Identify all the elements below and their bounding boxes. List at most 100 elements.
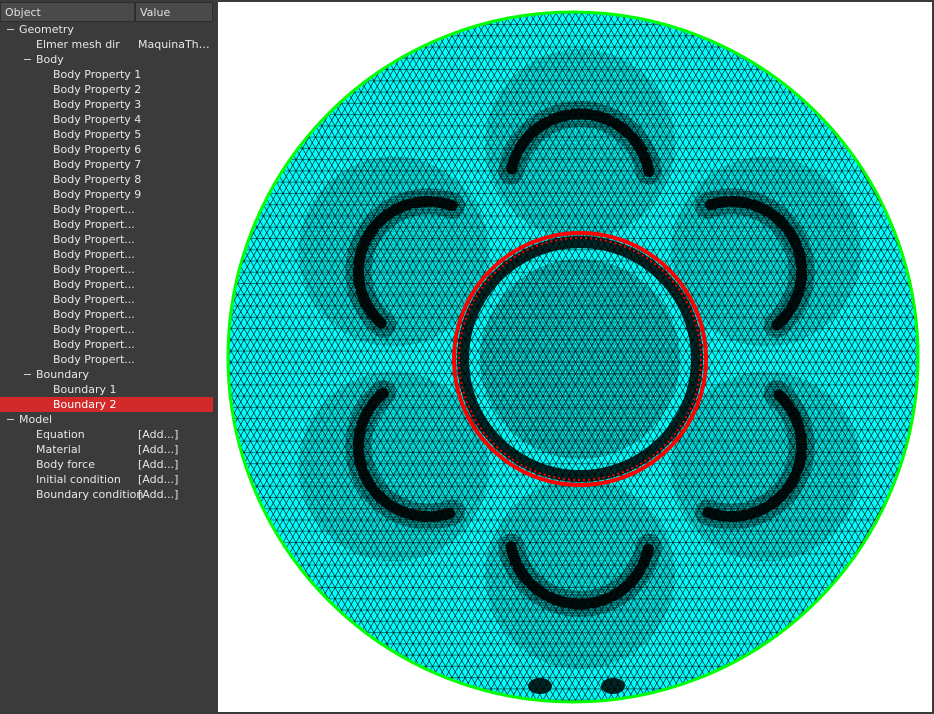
collapse-icon[interactable] — [7, 416, 14, 423]
slot-arc — [702, 387, 808, 522]
stator-slots — [345, 100, 815, 618]
slot-arc — [505, 541, 655, 610]
value-column-header[interactable]: Value — [135, 2, 213, 22]
inner-core-mesh — [480, 259, 680, 459]
tree-item-label: Body Property 9 — [53, 188, 142, 201]
tree-item-model-entry[interactable]: Body force [Add...] — [0, 457, 216, 472]
tree-item-body-property[interactable]: Body Propert... — [0, 217, 216, 232]
tree-item-label: Body Propert... — [53, 263, 135, 276]
refinement-zone — [485, 49, 675, 239]
tree-item-body-property[interactable]: Body Property 1 — [0, 67, 216, 82]
tree-item-body-property[interactable]: Body Property 7 — [0, 157, 216, 172]
mesh-canvas[interactable] — [218, 2, 932, 712]
boundary-list: Boundary 1 Boundary 2 — [0, 382, 216, 412]
tree-item-label: Body Propert... — [53, 233, 135, 246]
tree-item-body-property[interactable]: Body Propert... — [0, 202, 216, 217]
tree-item-label: Boundary 2 — [53, 398, 117, 411]
tree-item-mesh-dir[interactable]: Elmer mesh dir MaquinaTha... — [0, 37, 216, 52]
tree-item-value[interactable]: [Add...] — [138, 473, 179, 486]
collapse-icon[interactable] — [24, 56, 31, 63]
tree-item-body-property[interactable]: Body Propert... — [0, 232, 216, 247]
tree-header: Object Value — [0, 2, 213, 22]
collapse-icon[interactable] — [7, 26, 14, 33]
tree-item-label: Boundary — [36, 368, 89, 381]
tree-item-body[interactable]: Body — [0, 52, 216, 67]
tree-item-label: Body — [36, 53, 64, 66]
tree-item-body-property[interactable]: Body Property 9 — [0, 187, 216, 202]
tree-item-body-property[interactable]: Body Propert... — [0, 262, 216, 277]
tree-item-body-property[interactable]: Body Property 2 — [0, 82, 216, 97]
tree-item-label: Body Property 3 — [53, 98, 142, 111]
tree-item-model-entry[interactable]: Material [Add...] — [0, 442, 216, 457]
tree-item-label: Body Property 8 — [53, 173, 142, 186]
tree-item-label: Initial condition — [36, 473, 121, 486]
tree-item-body-property[interactable]: Body Propert... — [0, 352, 216, 367]
tree-item-boundary-1[interactable]: Boundary 1 — [0, 382, 216, 397]
tree-item-label: Body Property 1 — [53, 68, 142, 81]
slot-arc — [352, 196, 458, 331]
dense-mesh-spot — [528, 678, 552, 694]
tree-item-body-property[interactable]: Body Property 5 — [0, 127, 216, 142]
tree-item-body-property[interactable]: Body Property 8 — [0, 172, 216, 187]
tree-item-model[interactable]: Model — [0, 412, 216, 427]
tree-item-value[interactable]: MaquinaTha... — [138, 38, 212, 51]
tree-item-body-property[interactable]: Body Propert... — [0, 247, 216, 262]
tree-item-body-property[interactable]: Body Propert... — [0, 322, 216, 337]
tree-item-model-entry[interactable]: Initial condition [Add...] — [0, 472, 216, 487]
tree-item-label: Material — [36, 443, 81, 456]
slot-arc — [505, 108, 655, 177]
tree-item-label: Body Propert... — [53, 338, 135, 351]
tree-item-label: Body Propert... — [53, 218, 135, 231]
refinement-zone — [485, 479, 675, 669]
mesh-viewport[interactable] — [218, 2, 932, 712]
bottom-refinement-marks — [528, 678, 625, 694]
tree-item-value[interactable]: [Add...] — [138, 458, 179, 471]
tree-item-boundary[interactable]: Boundary — [0, 367, 216, 382]
boundary-2-outline[interactable] — [452, 231, 708, 487]
tree-item-label: Elmer mesh dir — [36, 38, 120, 51]
tree-item-label: Body Propert... — [53, 353, 135, 366]
tree-item-model-entry[interactable]: Equation [Add...] — [0, 427, 216, 442]
tree-item-label: Body force — [36, 458, 95, 471]
tree-item-label: Model — [19, 413, 53, 426]
tree-item-label: Body Property 6 — [53, 143, 142, 156]
slot-arc — [352, 387, 458, 522]
tree-item-value[interactable]: [Add...] — [138, 488, 179, 501]
object-column-header[interactable]: Object — [0, 2, 135, 22]
tree-item-label: Body Propert... — [53, 308, 135, 321]
tree-item-body-property[interactable]: Body Property 3 — [0, 97, 216, 112]
tree-item-label: Body Property 4 — [53, 113, 142, 126]
tree-item-label: Body Property 7 — [53, 158, 142, 171]
tree-item-model-entry[interactable]: Boundary condition [Add...] — [0, 487, 216, 502]
tree-item-label: Body Propert... — [53, 203, 135, 216]
tree-item-label: Body Propert... — [53, 293, 135, 306]
tree-item-label: Equation — [36, 428, 85, 441]
tree-item-label: Body Property 2 — [53, 83, 142, 96]
tree-item-label: Boundary 1 — [53, 383, 117, 396]
tree-item-body-property[interactable]: Body Property 6 — [0, 142, 216, 157]
tree-item-geometry[interactable]: Geometry — [0, 22, 216, 37]
tree-item-label: Body Propert... — [53, 278, 135, 291]
tree-item-body-property[interactable]: Body Propert... — [0, 307, 216, 322]
tree-item-body-property[interactable]: Body Property 4 — [0, 112, 216, 127]
tree-item-boundary-2[interactable]: Boundary 2 — [0, 397, 213, 412]
collapse-icon[interactable] — [24, 371, 31, 378]
tree-item-label: Body Property 5 — [53, 128, 142, 141]
boundary-2-inner-edge — [458, 237, 702, 481]
body-property-list: Body Property 1 Body Property 2 Body Prope… — [0, 67, 216, 367]
model-item-list: Equation [Add...] Material [Add...] Body for… — [0, 427, 216, 502]
tree-item-label: Body Propert... — [53, 248, 135, 261]
object-tree: Geometry Elmer mesh dir MaquinaTha... Bo… — [0, 22, 216, 502]
dense-mesh-spot — [601, 678, 625, 694]
object-tree-panel: Object Value Geometry Elmer mesh dir Maq… — [0, 0, 216, 714]
airgap-dense-ring — [457, 236, 703, 482]
tree-item-body-property[interactable]: Body Propert... — [0, 292, 216, 307]
tree-item-body-property[interactable]: Body Propert... — [0, 277, 216, 292]
boundary-1-outline[interactable] — [226, 10, 920, 704]
tree-item-body-property[interactable]: Body Propert... — [0, 337, 216, 352]
slot-arc — [702, 196, 808, 331]
tree-item-value[interactable]: [Add...] — [138, 443, 179, 456]
tree-item-label: Geometry — [19, 23, 74, 36]
tree-item-label: Body Propert... — [53, 323, 135, 336]
tree-item-value[interactable]: [Add...] — [138, 428, 179, 441]
